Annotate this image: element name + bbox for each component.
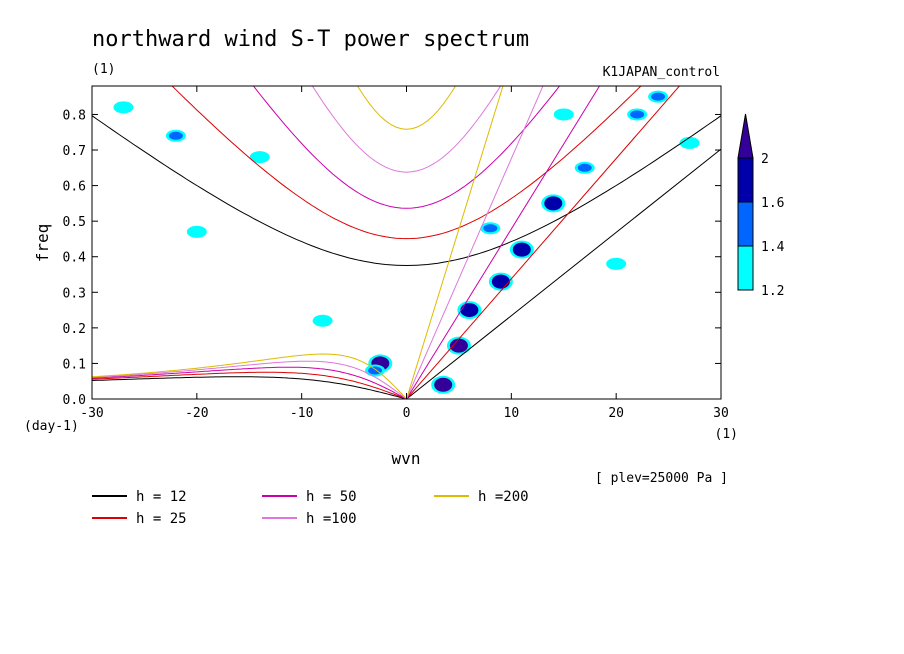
- plot-frame: [91, 85, 722, 400]
- y-tick-label: 0.6: [63, 180, 86, 195]
- x-tick-label: 0: [403, 406, 411, 421]
- curve-rossby: [92, 366, 407, 399]
- legend-label: h =100: [306, 511, 357, 527]
- x-tick-label: 10: [504, 406, 520, 421]
- axis-ticks: -30 -20 -10 0 10 20 30 0.0 0.1 0.2 0.3 0.4 0.5 0.6 0.7…: [63, 86, 729, 421]
- curve-rossby: [92, 371, 407, 399]
- x-tick-label: 30: [713, 406, 729, 421]
- contour-blob: [460, 303, 479, 318]
- y-tick-label: 0.7: [63, 144, 86, 159]
- contour-blob: [630, 110, 645, 119]
- colorbar-label: 1.2: [761, 284, 784, 299]
- legend-label: h = 50: [306, 489, 357, 505]
- colorbar-extension: [737, 113, 754, 159]
- y-tick-label: 0.4: [63, 251, 87, 266]
- colorbar-segment: [737, 245, 754, 291]
- chart-title: northward wind S-T power spectrum: [92, 27, 529, 52]
- y-tick-label: 0.0: [63, 393, 86, 408]
- contour-blob-outer: [679, 136, 700, 149]
- curve-rossby: [92, 353, 407, 399]
- y-tick-label: 0.3: [63, 286, 86, 301]
- curve-rossby: [92, 376, 407, 399]
- contour-blob-outer: [113, 101, 134, 114]
- y-tick-label: 0.8: [63, 108, 86, 123]
- contour-field: [113, 90, 700, 394]
- y-tick-label: 0.5: [63, 215, 86, 230]
- curve-kelvin: [406, 86, 681, 399]
- y-tick-label: 0.1: [63, 357, 86, 372]
- curve-kelvin: [406, 86, 504, 399]
- contour-blob: [168, 131, 183, 140]
- experiment-label: K1JAPAN_control: [603, 65, 720, 80]
- contour-blob-outer: [186, 225, 207, 238]
- x-axis-label: wvn: [392, 449, 421, 468]
- curve-inertia-gravity: [171, 86, 642, 240]
- y-units-label: (day-1): [24, 419, 79, 434]
- legend-label: h =200: [478, 489, 529, 505]
- curve-kelvin: [406, 148, 721, 399]
- curve-rossby: [92, 360, 407, 399]
- contour-blob: [483, 224, 498, 233]
- curve-inertia-gravity: [311, 86, 502, 173]
- contour-blob: [449, 338, 468, 353]
- curve-inertia-gravity: [252, 86, 561, 209]
- y-tick-label: 0.2: [63, 322, 86, 337]
- dispersion-curves: [92, 86, 721, 399]
- colorbar-label: 2: [761, 152, 769, 167]
- colorbar-segment: [737, 157, 754, 203]
- contour-blob: [368, 366, 383, 375]
- contour-blob: [544, 196, 563, 211]
- y-axis-label: freq: [33, 224, 52, 263]
- contour-blob-outer: [249, 151, 270, 164]
- colorbar-segment: [737, 201, 754, 247]
- contour-blob: [491, 274, 510, 289]
- curve-inertia-gravity: [357, 86, 456, 130]
- legend-label: h = 25: [136, 511, 187, 527]
- x-units-label: (1): [715, 427, 738, 442]
- units-label: (1): [92, 62, 115, 77]
- contour-blob: [651, 92, 666, 101]
- x-tick-label: -30: [80, 406, 103, 421]
- plev-note: [ plev=25000 Pa ]: [595, 471, 728, 486]
- colorbar-label: 1.6: [761, 196, 784, 211]
- curve-kelvin: [406, 86, 601, 399]
- legend: h = 12 h = 25 h = 50 h =100 h =200: [92, 489, 529, 527]
- x-tick-label: 20: [608, 406, 624, 421]
- x-tick-label: -10: [290, 406, 313, 421]
- contour-blob: [434, 377, 453, 392]
- contour-blob-outer: [606, 257, 627, 270]
- x-tick-label: -20: [185, 406, 208, 421]
- colorbar: 1.2 1.4 1.6 2: [737, 113, 785, 299]
- curve-kelvin: [406, 86, 544, 399]
- contour-blob: [512, 242, 531, 257]
- contour-blob: [577, 163, 592, 172]
- contour-blob-outer: [553, 108, 574, 121]
- legend-label: h = 12: [136, 489, 187, 505]
- colorbar-label: 1.4: [761, 240, 785, 255]
- contour-blob-outer: [312, 314, 333, 327]
- curve-inertia-gravity: [92, 115, 721, 267]
